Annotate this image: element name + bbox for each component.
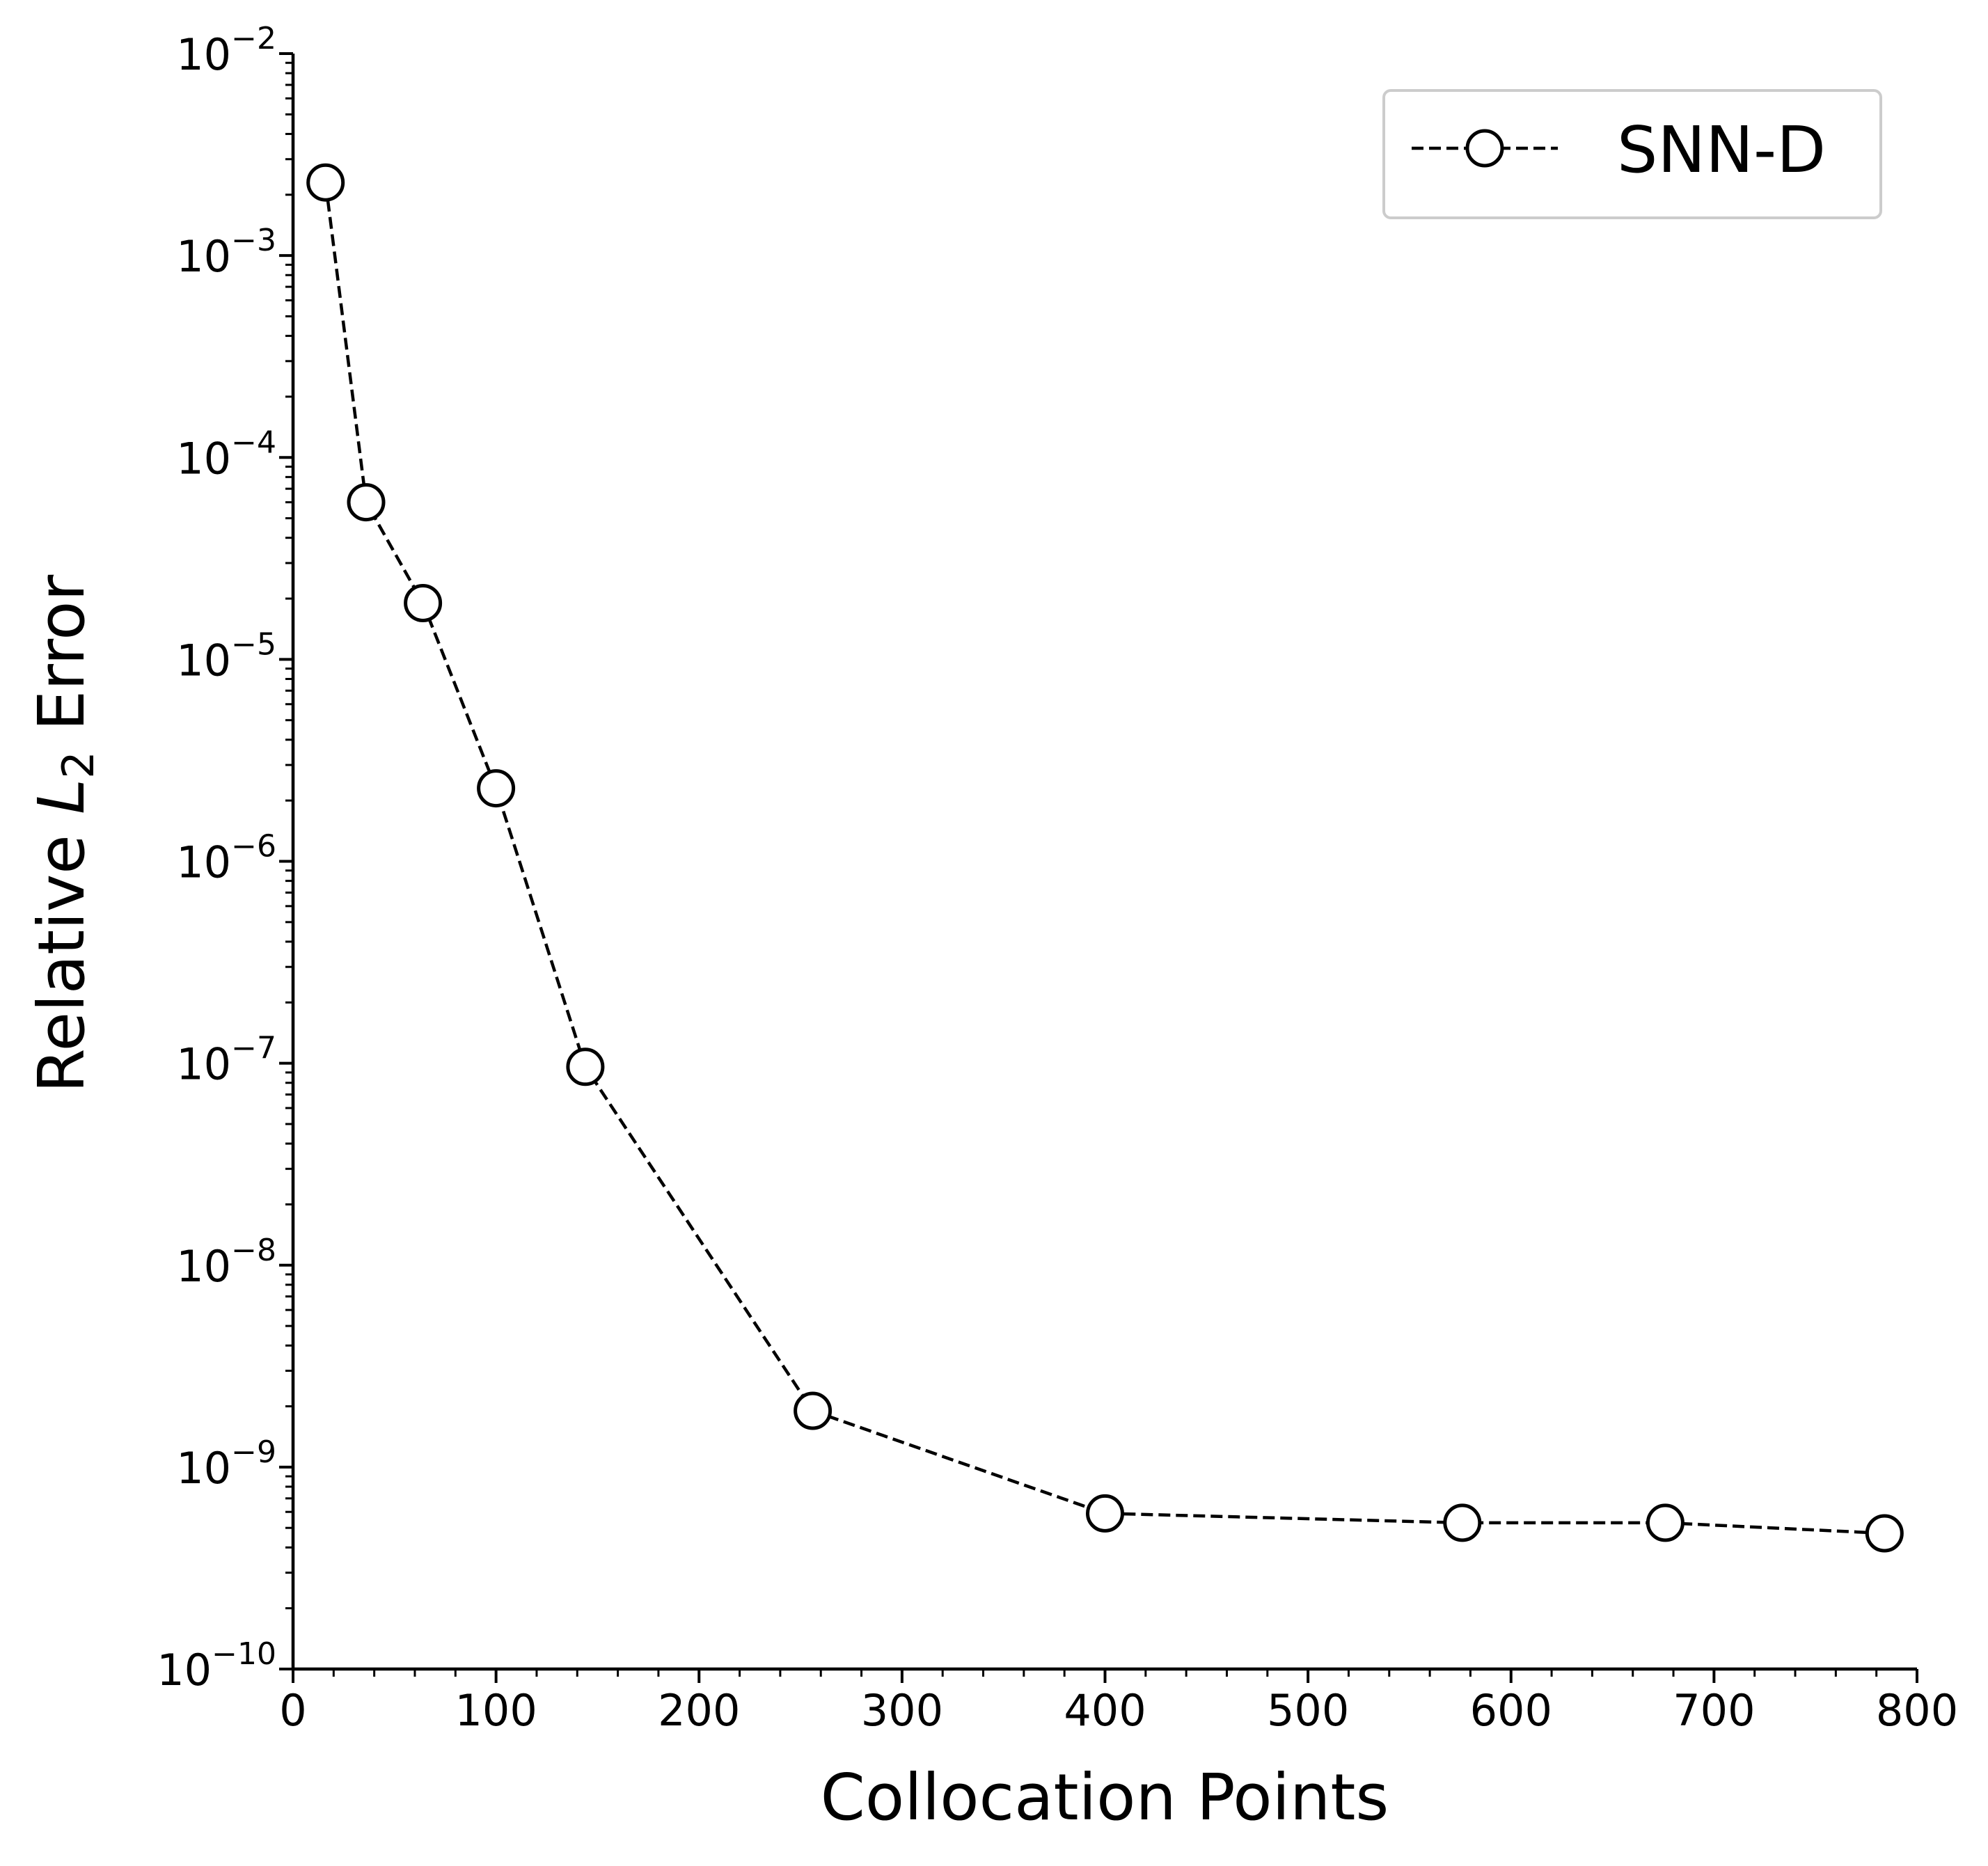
y-tick-base: 10 xyxy=(176,1241,231,1292)
data-point xyxy=(566,1047,605,1086)
data-point xyxy=(1865,1514,1904,1553)
x-tick-label: 800 xyxy=(1876,1685,1958,1736)
x-axis: 0 100 200 300 400 500 600 700 800 xyxy=(279,1667,1958,1736)
y-tick-label: 10−6 xyxy=(176,829,276,888)
y-tick-exponent: −4 xyxy=(231,425,276,460)
y-tick-label: 10−7 xyxy=(176,1031,276,1090)
data-point xyxy=(1443,1503,1482,1542)
y-tick-exponent: −3 xyxy=(231,223,276,258)
legend: SNN-D xyxy=(1382,89,1882,219)
x-tick-label: 700 xyxy=(1673,1685,1755,1736)
x-tick-label: 0 xyxy=(279,1685,306,1736)
x-tick-label: 500 xyxy=(1267,1685,1349,1736)
y-tick-exponent: −5 xyxy=(231,626,276,662)
data-point xyxy=(306,163,345,202)
y-tick-label: 10−8 xyxy=(176,1233,276,1292)
y-axis-label: Relative L2 Error xyxy=(24,575,104,1093)
legend-marker-sample xyxy=(1465,129,1504,168)
data-point xyxy=(1646,1503,1685,1542)
y-tick-base: 10 xyxy=(176,29,231,80)
y-tick-base: 10 xyxy=(176,837,231,888)
y-tick-exponent: −6 xyxy=(231,829,276,864)
data-point xyxy=(347,483,386,522)
x-tick-label: 100 xyxy=(455,1685,537,1736)
y-tick-exponent: −10 xyxy=(212,1636,276,1672)
x-tick-label: 400 xyxy=(1064,1685,1146,1736)
y-axis-label-symbol: L xyxy=(24,779,99,814)
y-tick-base: 10 xyxy=(176,1443,231,1494)
y-tick-label: 10−4 xyxy=(176,425,276,484)
x-tick-label: 300 xyxy=(861,1685,943,1736)
y-tick-base: 10 xyxy=(176,433,231,484)
y-axis-label-suffix: Error xyxy=(24,575,99,752)
y-axis-label-prefix: Relative xyxy=(24,814,99,1093)
y-tick-base: 10 xyxy=(157,1645,212,1695)
y-axis-label-subscript: 2 xyxy=(53,751,104,778)
x-axis-label: Collocation Points xyxy=(821,1760,1389,1835)
y-tick-base: 10 xyxy=(176,231,231,282)
y-tick-base: 10 xyxy=(176,1039,231,1090)
legend-frame xyxy=(1382,89,1882,219)
y-tick-base: 10 xyxy=(176,635,231,686)
y-tick-exponent: −9 xyxy=(231,1434,276,1470)
series-line-0 xyxy=(324,182,1885,1535)
x-tick-label: 600 xyxy=(1470,1685,1552,1736)
plot-area xyxy=(306,163,1904,1553)
y-tick-label: 10−10 xyxy=(157,1636,276,1695)
data-point xyxy=(477,769,516,808)
data-point xyxy=(1086,1494,1124,1533)
y-tick-label: 10−5 xyxy=(176,626,276,686)
y-tick-exponent: −8 xyxy=(231,1233,276,1268)
x-tick-label: 200 xyxy=(658,1685,740,1736)
data-point xyxy=(404,584,443,622)
y-tick-exponent: −2 xyxy=(231,21,276,56)
legend-entry-snn-d: SNN-D xyxy=(1617,113,1826,187)
y-tick-exponent: −7 xyxy=(231,1031,276,1066)
data-point xyxy=(794,1391,833,1430)
y-tick-label: 10−9 xyxy=(176,1434,276,1494)
y-tick-label: 10−3 xyxy=(176,223,276,282)
y-tick-label: 10−2 xyxy=(176,21,276,80)
